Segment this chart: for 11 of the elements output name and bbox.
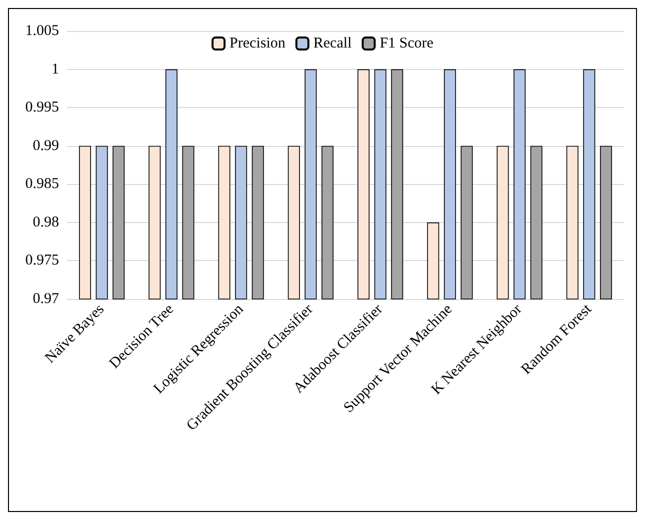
y-tick-label: 0.985 xyxy=(25,176,59,192)
y-tick-label: 1 xyxy=(52,61,59,78)
legend-label: F1 Score xyxy=(380,36,434,52)
y-tick-label: 0.99 xyxy=(32,138,59,154)
y-tick-label: 0.97 xyxy=(32,291,60,307)
y-tick-label: 0.98 xyxy=(32,214,59,230)
y-tick-label: 1.005 xyxy=(25,23,59,39)
legend-label: Recall xyxy=(313,36,352,52)
y-tick-label: 0.995 xyxy=(25,100,59,116)
legend-label: Precision xyxy=(230,36,286,52)
y-tick-label: 0.975 xyxy=(25,252,59,269)
